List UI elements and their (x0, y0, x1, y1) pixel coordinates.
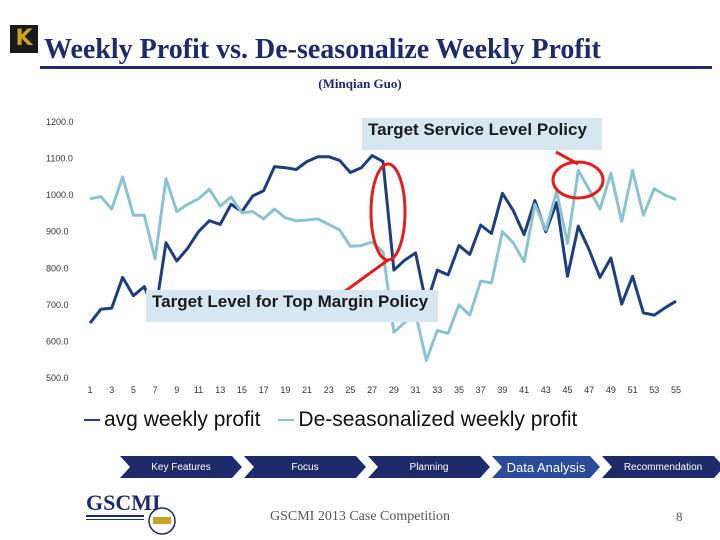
x-tick-label: 5 (131, 385, 136, 395)
page-number: 8 (676, 509, 683, 524)
footer-text: GSCMI 2013 Case Competition (269, 509, 451, 524)
x-tick-label: 45 (562, 385, 572, 395)
x-tick-label: 53 (649, 385, 659, 395)
x-tick-label: 49 (606, 385, 616, 395)
legend-label-deseason: De-seasonalized weekly profit (298, 408, 578, 431)
section-nav: Key Features Focus Planning Data Analysi… (120, 456, 720, 478)
y-tick-label: 1100.0 (46, 154, 73, 164)
x-tick-label: 29 (389, 385, 399, 395)
nav-item-recommendation[interactable]: Recommendation (602, 456, 720, 478)
y-tick-label: 1000.0 (46, 190, 74, 200)
legend-swatch-avg (84, 419, 100, 421)
nav-item-key-features[interactable]: Key Features (120, 456, 242, 478)
x-tick-label: 31 (411, 385, 421, 395)
callout-service-level: Target Service Level Policy (362, 118, 602, 150)
legend-swatch-deseason (278, 419, 295, 421)
y-tick-label: 500.0 (46, 373, 69, 383)
nav-item-focus[interactable]: Focus (244, 456, 366, 478)
page-subtitle: (Minqian Guo) (318, 76, 402, 91)
highlight-ellipse-week-46 (551, 160, 605, 200)
nav-item-data-analysis[interactable]: Data Analysis (492, 456, 600, 478)
legend-item-deseason: De-seasonalized weekly profit (278, 408, 577, 432)
y-tick-label: 700.0 (46, 300, 69, 310)
chart-legend: avg weekly profit De-seasonalized weekly… (84, 408, 577, 432)
gscmi-logo: GSCMI (86, 490, 176, 535)
x-tick-label: 9 (174, 385, 179, 395)
brand-logo: K (10, 25, 38, 53)
x-tick-label: 15 (237, 385, 247, 395)
x-tick-label: 25 (345, 385, 355, 395)
x-tick-label: 1 (87, 385, 92, 395)
x-tick-label: 41 (519, 385, 529, 395)
x-tick-label: 27 (367, 385, 377, 395)
x-tick-label: 55 (671, 385, 681, 395)
y-tick-label: 800.0 (46, 263, 69, 273)
x-tick-label: 7 (153, 385, 158, 395)
brand-logo-glyph: K (15, 26, 33, 51)
legend-label-avg: avg weekly profit (104, 408, 261, 431)
x-tick-label: 43 (541, 385, 551, 395)
series-line-deseasonalized-weekly-profit (89, 168, 677, 362)
y-tick-label: 900.0 (46, 227, 69, 237)
x-tick-label: 17 (259, 385, 269, 395)
x-tick-label: 13 (215, 385, 225, 395)
x-tick-label: 51 (628, 385, 638, 395)
series-line-avg-weekly-profit (88, 154, 677, 325)
x-tick-label: 39 (497, 385, 507, 395)
x-tick-label: 3 (109, 385, 114, 395)
callout-top-margin: Target Level for Top Margin Policy (146, 290, 438, 322)
title-underline (40, 66, 712, 69)
legend-item-avg: avg weekly profit (84, 408, 260, 432)
y-tick-label: 1200.0 (46, 117, 74, 127)
x-tick-label: 47 (584, 385, 594, 395)
line-chart: 500.0 600.0 700.0 800.0 900.0 1000.0 1100.0 120… (46, 117, 681, 395)
x-tick-label: 21 (302, 385, 312, 395)
page-title: Weekly Profit vs. De-seasonalize Weekly … (44, 34, 601, 65)
nav-item-planning[interactable]: Planning (368, 456, 490, 478)
x-tick-label: 23 (324, 385, 334, 395)
x-tick-label: 35 (454, 385, 464, 395)
x-tick-label: 19 (280, 385, 290, 395)
y-tick-label: 600.0 (46, 336, 69, 346)
svg-text:GSCMI: GSCMI (86, 490, 161, 515)
highlight-pointer-service-level (555, 150, 579, 166)
x-tick-label: 11 (194, 385, 203, 395)
x-tick-label: 37 (476, 385, 486, 395)
highlight-pointer-top-margin (343, 258, 389, 294)
x-tick-label: 33 (432, 385, 442, 395)
